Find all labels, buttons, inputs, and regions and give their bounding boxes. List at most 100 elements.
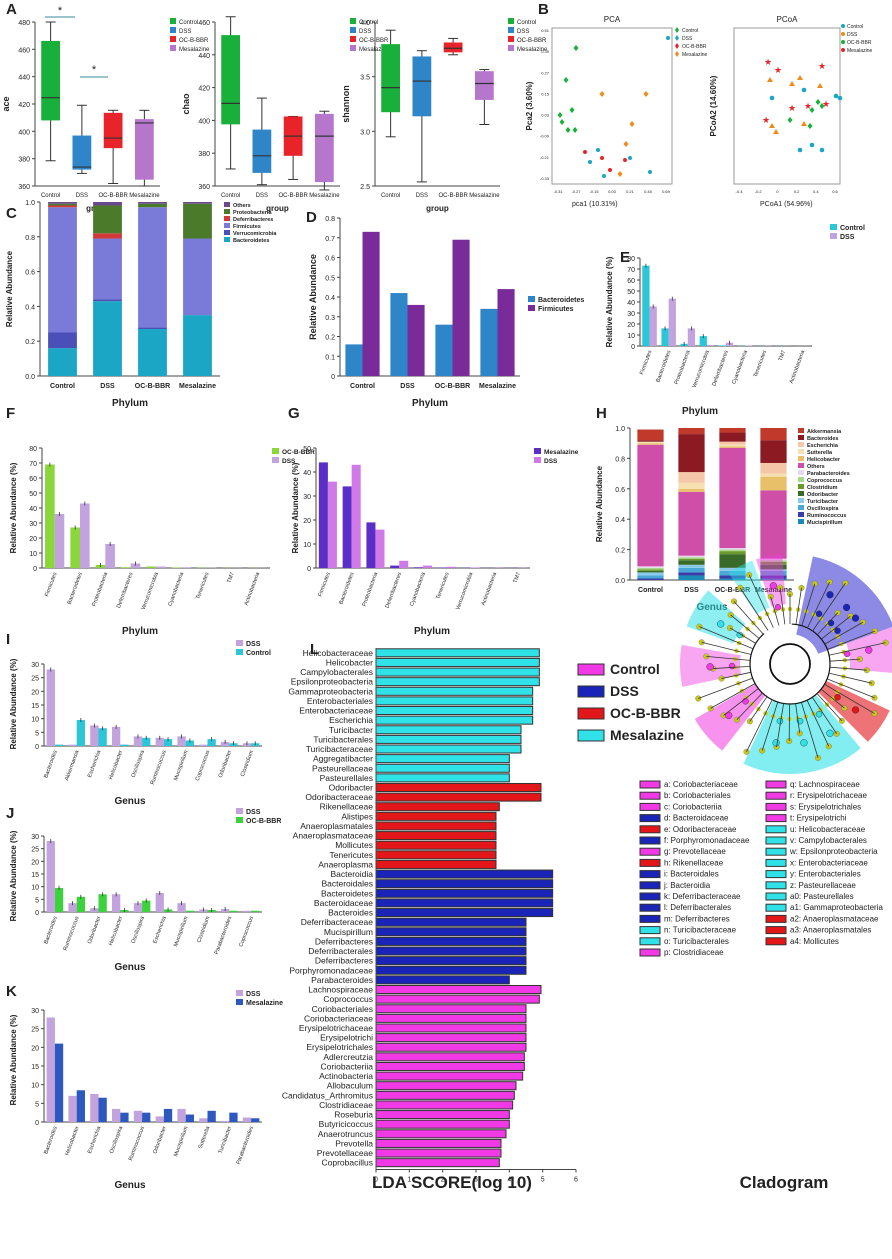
clade-biomarker-node [728,662,736,670]
h-bar-segment [719,551,746,555]
c-bar-segment [138,203,167,208]
h-bar-segment [637,570,664,573]
h-legend-swatch [798,477,804,482]
c-bar-segment [93,233,122,239]
a-legend-label: DSS [179,29,191,35]
i-bar [54,744,64,746]
clado-legend-label: x: Enterobacteriaceae [790,858,868,867]
lda-bar [375,898,554,908]
lda-bar-label: Odoribacteraceae [305,792,373,802]
k-bar [142,1112,151,1122]
lda-bar [375,1013,527,1023]
e-bar [668,298,676,346]
j-x-tick-label: Bacteroides [43,915,59,945]
h-legend-label: Clostridium [807,485,838,491]
pcoa-point: ★ [804,101,812,111]
clade-branch [816,693,843,722]
lda-bar [375,1119,510,1129]
k-y-tick-label: 30 [31,1008,39,1015]
a-legend-label: Mesalazine [179,47,210,53]
h-bar-segment [719,549,746,552]
pcoa-point: ★ [774,65,782,75]
clade-branch [770,596,780,626]
h-bar-segment [678,558,705,561]
f-ylabel: Relative Abundance (%) [9,462,18,553]
j-y-tick-label: 0 [35,910,39,917]
clade-branch [710,683,756,709]
lda-bar [375,1090,515,1100]
clado-legend-swatch [639,881,661,890]
lda-legend-label: DSS [610,683,639,699]
f-y-tick-label: 70 [29,461,37,468]
clade-highlight [686,590,746,644]
lda-bar-label: Prevotella [335,1138,373,1148]
lda-bar [375,1042,527,1052]
clade-biomarker-node [851,614,860,622]
k-y-tick-label: 25 [31,1027,39,1034]
k-bar [177,1108,186,1122]
clade-branch [828,642,886,656]
a-plot0-y-tick-label: 420 [18,102,30,109]
h-bar-segment [719,444,746,447]
j-x-tick-label: Oscillospira [131,915,147,945]
d-legend-label: Firmicutes [538,306,574,313]
pcoa-legend-marker [841,24,845,28]
f-y-tick-label: 0 [33,566,37,573]
panel-label-e: E [620,249,630,266]
h-bar-segment [719,554,746,568]
lda-legend-swatch [577,663,605,676]
h-legend-label: Coprococcus [807,478,842,484]
k-bar [54,1043,64,1122]
h-bar-segment [760,575,787,579]
i-x-tick-label: Akkermansia [64,749,81,782]
pcoa-point [819,103,825,109]
a-box-dss [412,56,432,117]
pca-y-tick-label: 0.51 [541,28,550,33]
lda-bar [375,1033,527,1043]
lda-bar-label: Erysipelotrichales [306,1042,373,1052]
f-y-tick-label: 10 [29,551,37,558]
h-bar-segment [678,567,705,573]
j-bar [251,910,260,912]
h-legend-label: Odoribacter [807,492,839,498]
j-y-tick-label: 30 [31,834,39,841]
h-legend-label: Escherichia [807,443,839,449]
h-bar-segment [637,440,664,442]
h-bar-segment [678,572,705,576]
pcoa-legend-label: Mesalazine [847,48,873,54]
pca-legend-marker [675,35,679,41]
j-x-tick-label: Mucispirillum [173,915,190,947]
lda-x-tick-label: 6 [574,1176,578,1183]
h-bar-segment [760,569,787,571]
d-y-tick-label: 0.3 [325,315,335,322]
cladogram-title: Cladogram [740,1173,829,1192]
clade-biomarker-node [834,694,841,701]
pca-ylabel: Pca2 (3.60%) [525,81,534,130]
clado-legend-label: a1: Gammaproteobacteria [790,903,883,912]
clade-branch [723,688,759,716]
f-bar [54,514,65,568]
h-y-tick-label: 0.8 [615,456,625,463]
f-legend-swatch [272,457,279,463]
i-xlabel: Genus [114,796,146,807]
clado-legend-label: o: Turicibacterales [664,937,729,946]
clado-legend-swatch [639,847,661,856]
lda-bar [375,1129,507,1139]
clado-legend-label: g: Prevotellaceae [664,847,726,856]
d-x-tick-label: OC-B-BBR [435,383,470,390]
j-bar [155,893,164,912]
j-x-tick-label: Coprococcus [238,915,255,947]
clade-branch [824,621,864,645]
lda-bar-label: Turicibacter [329,725,373,735]
h-bar-segment [760,578,787,580]
j-bar [112,894,121,912]
clado-legend-label: w: Epsilonproteobacteria [789,847,878,856]
clade-branch [801,702,819,759]
clade-biomarker-node [772,739,780,747]
h-bar-segment [760,490,787,559]
e-y-tick-label: 30 [627,311,635,318]
a-x-tick-label: Mesalazine [309,193,340,199]
d-y-tick-label: 0.4 [325,295,335,302]
h-bar-segment [760,440,787,463]
clade-branch [730,614,760,639]
